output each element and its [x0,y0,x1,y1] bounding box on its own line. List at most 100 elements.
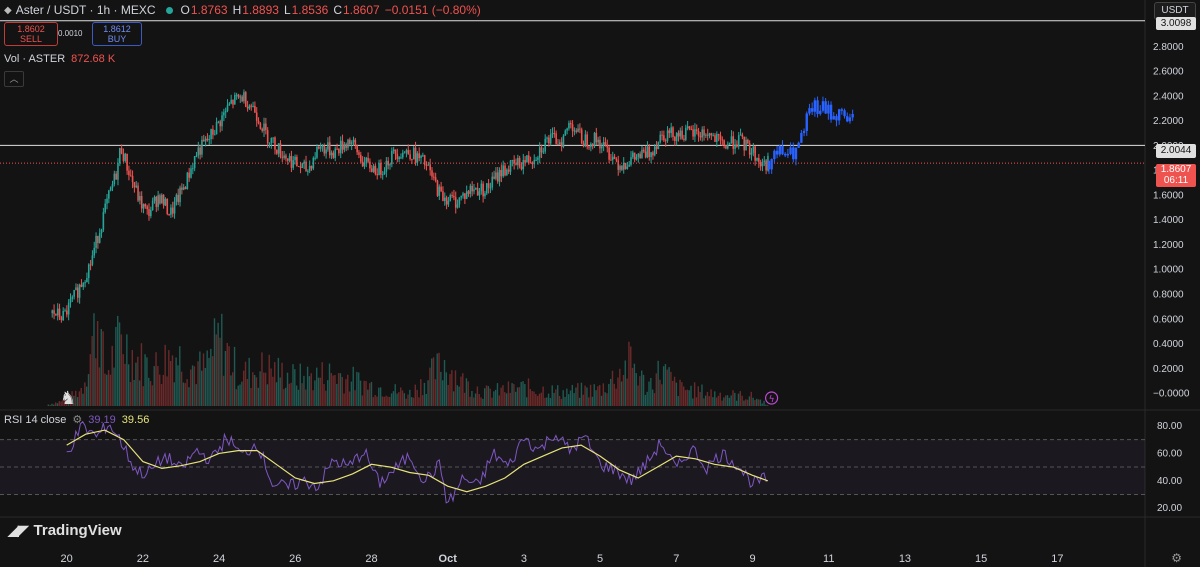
candle-body [529,162,532,164]
close-label: C [333,3,342,17]
projection-candle [851,114,854,118]
price-tick-label: 0.8000 [1153,290,1184,301]
volume-bar [111,345,113,406]
volume-bar [757,399,760,406]
volume-bar [604,392,606,406]
volume-bar [392,391,395,406]
volume-bar [62,400,64,406]
candle-body [128,170,130,176]
rsi-legend[interactable]: RSI 14 close ⚙ 39.19 39.56 [4,413,149,427]
candle-body [726,144,729,149]
volume-bar [682,386,685,406]
projection-candle [800,133,803,143]
gear-icon[interactable]: ⚙ [72,414,83,426]
candle-body [427,164,430,166]
volume-bar [290,382,292,406]
symbol-title[interactable]: Aster / USDT · 1h · MEXC [15,3,156,17]
candle-body [622,162,625,170]
volume-bar [263,372,265,406]
candle-body [507,169,510,172]
candle-body [575,130,578,132]
candle-body [745,139,747,151]
candle-body [142,204,145,209]
projection-candle [824,101,827,114]
candle-body [559,142,561,145]
volume-bar [641,370,643,406]
candle-body [668,130,671,133]
volume-bar [292,364,294,406]
volume-bar [504,392,506,406]
price-tick-label: 0.4000 [1153,339,1184,350]
buy-button[interactable]: 1.8612 BUY [92,22,142,46]
candle-body [111,184,114,188]
candle-body [485,183,488,194]
volume-bar [491,397,493,406]
volume-bar [230,375,232,406]
rsi-tick-label: 40.00 [1157,476,1182,487]
volume-bar [431,358,433,406]
candle-body [223,112,225,116]
candle-body [177,194,180,203]
volume-bar [739,391,741,406]
volume-bar [347,374,349,406]
candle-body [451,195,453,197]
tradingview-logo[interactable]: ◢◤ TradingView [8,522,122,539]
sell-button[interactable]: 1.8602 SELL [4,22,58,46]
volume-bar [354,390,356,406]
candle-body [628,164,630,167]
projection-candle [846,116,849,122]
volume-bar [591,396,594,406]
candle-body [759,161,762,167]
volume-bar [401,390,404,406]
candle-body [224,111,227,113]
volume-bar [465,378,468,406]
volume-bar [159,374,161,406]
time-tick-label: 3 [521,553,527,565]
volume-bar [653,393,656,406]
candle-body [728,142,731,145]
countdown-value: 06:11 [1163,175,1189,186]
candle-body [447,200,450,205]
volume-bar [420,379,422,406]
candle-body [734,144,736,149]
candle-body [129,175,132,177]
volume-bar [85,386,88,406]
candle-body [171,207,174,214]
volume-bar [352,366,354,406]
candle-body [301,163,304,168]
candle-body [392,149,395,152]
candle-body [633,152,636,160]
candle-body [429,164,431,171]
candle-body [84,282,86,284]
candle-body [664,140,667,142]
candle-body [182,187,185,190]
candle-body [458,197,461,205]
candle-body [257,120,260,124]
candle-body [621,165,623,170]
candle-body [281,156,284,158]
candle-body [213,134,216,136]
volume-bar [365,381,367,406]
volume-bar [462,373,464,406]
candle-body [655,146,658,150]
volume-bar [295,385,298,406]
settings-icon[interactable]: ⚙ [1171,551,1182,565]
candle-body [162,194,165,206]
volume-bar [535,393,537,406]
collapse-legend-button[interactable]: ︿ [4,71,24,87]
candle-body [473,189,475,192]
projection-candle [813,100,817,112]
volume-bar [600,395,603,406]
volume-bar [732,390,734,406]
candle-body [64,310,66,312]
volume-bar [274,362,276,406]
volume-legend[interactable]: Vol · ASTER 872.68 K [4,53,115,65]
open-value: 1.8763 [190,3,228,17]
candle-body [100,229,103,234]
candle-body [624,162,627,169]
price-tick-label: 1.2000 [1153,240,1184,251]
candle-body [401,152,404,158]
volume-bar [421,395,424,406]
volume-bar [117,315,119,406]
